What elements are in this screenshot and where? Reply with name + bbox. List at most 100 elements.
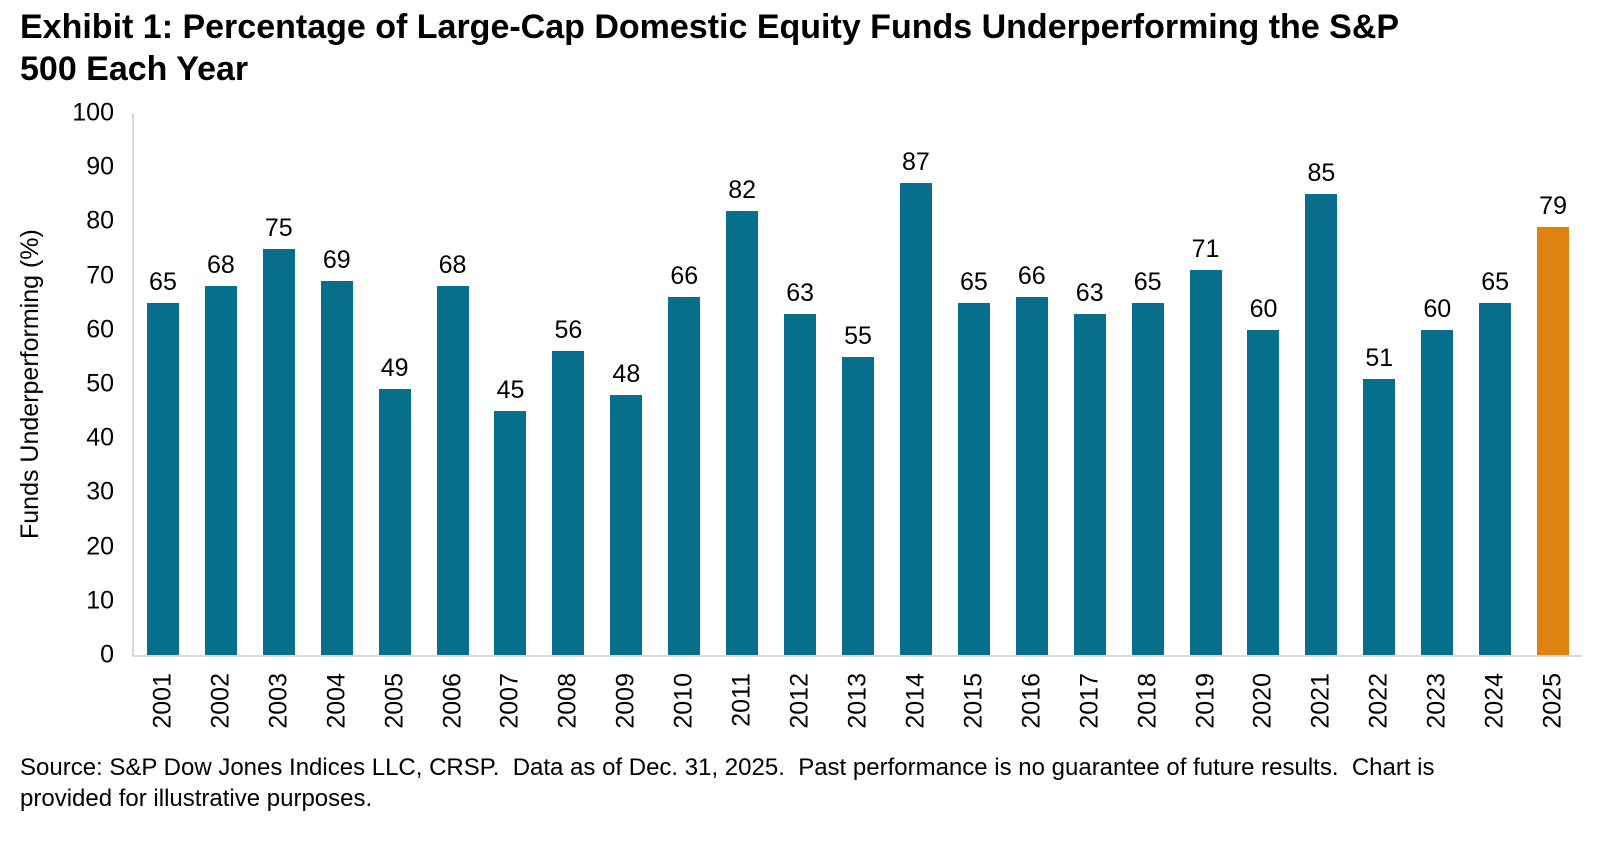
bar-value-label: 48 (612, 359, 641, 388)
bar-value-label: 68 (206, 251, 235, 280)
x-axis-label: 2025 (1538, 673, 1567, 729)
bar-group-2021: 85 2021 (1292, 113, 1350, 729)
bar-group-2002: 68 2002 (192, 113, 250, 729)
bar-value-label: 45 (496, 376, 525, 405)
y-tick-label: 80 (86, 206, 114, 235)
bar-value-label: 66 (670, 262, 699, 291)
bar-2010 (668, 297, 701, 655)
bar-2011 (726, 210, 759, 655)
bar-group-2017: 63 2017 (1061, 113, 1119, 729)
x-axis-label: 2010 (669, 673, 698, 729)
bar-group-2006: 68 2006 (424, 113, 482, 729)
bar-2014 (899, 183, 932, 655)
bar-group-2014: 87 2014 (887, 113, 945, 729)
y-tick-label: 70 (86, 261, 114, 290)
bar-2003 (262, 248, 295, 655)
x-axis-label: 2001 (148, 673, 177, 729)
bar-2013 (842, 356, 875, 655)
bar-value-label: 65 (149, 267, 177, 296)
bar-2019 (1189, 270, 1222, 655)
y-tick-label: 10 (86, 586, 114, 615)
bar-2015 (957, 302, 990, 655)
y-axis: 0 10 20 30 40 50 60 70 80 90 100 (0, 100, 114, 667)
bar-value-label: 69 (322, 246, 351, 275)
x-axis-label: 2020 (1248, 673, 1277, 729)
bar-2012 (784, 313, 817, 655)
bar-group-2012: 63 2012 (771, 113, 829, 729)
y-tick-label: 30 (86, 477, 114, 506)
y-tick-label: 60 (86, 315, 114, 344)
bar-value-label: 79 (1539, 191, 1567, 220)
x-axis-label: 2022 (1364, 673, 1393, 729)
chart-title: Exhibit 1: Percentage of Large-Cap Domes… (20, 8, 1399, 88)
bar-2001 (146, 302, 179, 655)
x-axis-label: 2007 (495, 673, 524, 729)
bar-2017 (1073, 313, 1106, 655)
x-axis-label: 2006 (438, 673, 467, 729)
bar-value-label: 75 (264, 213, 293, 242)
bar-group-2004: 69 2004 (308, 113, 366, 729)
bar-2004 (320, 281, 353, 655)
bar-group-2010: 66 2010 (655, 113, 713, 729)
bar-group-2008: 56 2008 (539, 113, 597, 729)
bar-2025 (1537, 226, 1570, 655)
bar-2020 (1247, 329, 1280, 655)
bar-group-2020: 60 2020 (1235, 113, 1293, 729)
x-axis-label: 2023 (1422, 673, 1451, 729)
y-tick-label: 0 (100, 640, 114, 669)
bar-value-label: 60 (1423, 294, 1452, 323)
bar-value-label: 65 (959, 267, 988, 296)
x-axis-label: 2012 (785, 673, 814, 729)
bar-value-label: 63 (786, 278, 814, 307)
y-tick-label: 50 (86, 369, 114, 398)
bar-value-label: 51 (1365, 343, 1394, 372)
bar-value-label: 82 (728, 175, 757, 204)
x-axis-label: 2002 (206, 673, 235, 729)
bar-group-2007: 45 2007 (482, 113, 540, 729)
bar-group-2015: 65 2015 (945, 113, 1003, 729)
bar-group-2013: 55 2013 (829, 113, 887, 729)
bar-value-label: 66 (1017, 262, 1046, 291)
bar-2023 (1421, 329, 1454, 655)
bar-2007 (494, 411, 527, 655)
bar-group-2016: 66 2016 (1003, 113, 1061, 729)
y-tick-label: 100 (72, 98, 114, 127)
bar-value-label: 87 (902, 148, 930, 177)
bar-2005 (378, 389, 411, 655)
x-axis-label: 2016 (1017, 673, 1046, 729)
bar-group-2022: 51 2022 (1350, 113, 1408, 729)
bar-2024 (1479, 302, 1512, 655)
bar-group-2024: 65 2024 (1466, 113, 1524, 729)
bar-value-label: 55 (844, 321, 872, 350)
x-axis-label: 2011 (727, 673, 756, 727)
x-axis-label: 2018 (1133, 673, 1162, 729)
x-axis-label: 2017 (1075, 673, 1104, 729)
bar-2008 (552, 351, 585, 655)
bar-group-2023: 60 2023 (1408, 113, 1466, 729)
bar-group-2025: 79 2025 (1524, 113, 1582, 729)
bar-value-label: 85 (1307, 159, 1336, 188)
x-axis-label: 2015 (959, 673, 988, 729)
y-tick-label: 20 (86, 532, 114, 561)
x-axis-label: 2024 (1480, 673, 1509, 729)
bar-2018 (1131, 302, 1164, 655)
y-tick-label: 90 (86, 152, 114, 181)
bar-group-2001: 65 2001 (134, 113, 192, 729)
bar-value-label: 65 (1133, 267, 1162, 296)
bar-value-label: 63 (1075, 278, 1104, 307)
bar-value-label: 68 (438, 251, 467, 280)
bar-group-2019: 71 2019 (1177, 113, 1235, 729)
bar-group-2003: 75 2003 (250, 113, 308, 729)
bar-group-2011: 82 2011 (713, 113, 771, 727)
bar-2021 (1305, 194, 1338, 655)
bar-2009 (610, 394, 643, 655)
y-tick-label: 40 (86, 423, 114, 452)
bar-value-label: 56 (554, 316, 583, 345)
bar-2016 (1015, 297, 1048, 655)
source-note: Source: S&P Dow Jones Indices LLC, CRSP.… (20, 754, 1442, 812)
x-axis-label: 2009 (611, 673, 640, 729)
plot-area: 65 2001 68 2002 75 2003 69 2004 49 2005 68 2006 45 20… (132, 113, 1582, 729)
x-axis-label: 2005 (380, 673, 409, 729)
x-axis-label: 2004 (322, 673, 351, 729)
